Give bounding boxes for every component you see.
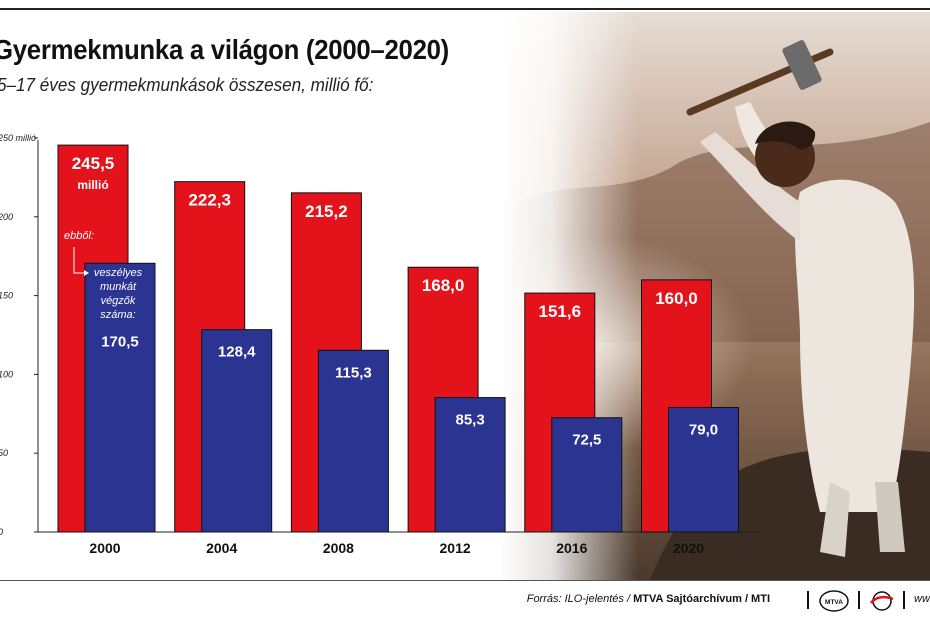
- y-tick-label: 200: [0, 212, 13, 222]
- mti-logo-icon: [869, 591, 894, 611]
- data-label-total: 168,0: [422, 276, 465, 295]
- bar-chart: 0 50 100 150 200 250 millió 245,5 170,5 2000 222,…: [0, 133, 760, 556]
- annotation-hazardous-line: végzők: [101, 295, 136, 307]
- y-tick-label: 100: [0, 369, 13, 379]
- x-tick-label: 2016: [556, 540, 587, 556]
- bar-hazardous-2020: [668, 406, 739, 533]
- data-label-hazardous: 128,4: [218, 344, 256, 361]
- footer-rule: [0, 580, 930, 581]
- data-label-total: 215,2: [305, 202, 348, 221]
- mtva-logo-icon: MTVA: [819, 590, 849, 612]
- bar-hazardous-2004: [201, 329, 273, 533]
- x-tick-label: 2020: [673, 540, 704, 556]
- data-label-hazardous: 72,5: [572, 432, 601, 449]
- annotation-hazardous-line: veszélyes: [94, 267, 143, 279]
- source-agency: MTVA Sajtóarchívum / MTI: [633, 593, 770, 605]
- bar-hazardous-2016: [551, 417, 623, 533]
- bar-hazardous-2012: [434, 397, 506, 533]
- data-label-total: 151,6: [539, 302, 582, 321]
- footer-separator: [807, 591, 809, 609]
- top-rule: [0, 8, 930, 10]
- data-label-hazardous: 115,3: [335, 364, 372, 381]
- annotation-hazardous-line: száma:: [100, 309, 135, 321]
- x-tick-label: 2008: [323, 540, 354, 556]
- footer-separator: [858, 591, 860, 609]
- y-tick-label: 150: [0, 291, 13, 301]
- footer-separator: [903, 591, 905, 609]
- data-label-hazardous: 170,5: [101, 333, 139, 350]
- data-label-hazardous: 79,0: [689, 421, 718, 438]
- data-label-hazardous: 85,3: [455, 412, 484, 429]
- annotation-hazardous-line: munkát: [100, 281, 137, 293]
- x-tick-label: 2012: [440, 540, 471, 556]
- data-label-unit: millió: [77, 178, 108, 192]
- mtva-logo-text: MTVA: [825, 599, 843, 606]
- y-tick-label: 250 millió: [0, 133, 36, 143]
- bar-hazardous-2008: [317, 349, 389, 533]
- annotation-arrowhead: [84, 270, 89, 276]
- annotation-of-which: ebből:: [64, 230, 94, 242]
- x-tick-label: 2000: [89, 540, 120, 556]
- data-label-total: 160,0: [655, 289, 698, 308]
- y-tick-label: 0: [0, 527, 3, 537]
- y-tick-label: 50: [0, 448, 8, 458]
- chart-title: Gyermekmunka a világon (2000–2020): [0, 34, 449, 65]
- chart-subtitle: 5–17 éves gyermekmunkások összesen, mill…: [0, 75, 374, 95]
- x-tick-label: 2004: [206, 540, 237, 556]
- footer: Forrás: ILO-jelentés / MTVA Sajtóarchívu…: [0, 590, 930, 614]
- data-label-total: 222,3: [188, 191, 231, 210]
- bar-hazardous-2000: [84, 262, 156, 533]
- source-prefix: Forrás: ILO-jelentés /: [526, 593, 634, 605]
- annotation-connector: [73, 247, 84, 274]
- data-label-total: 245,5: [72, 154, 115, 173]
- source-credit: Forrás: ILO-jelentés / MTVA Sajtóarchívu…: [527, 593, 770, 605]
- web-address: ww: [914, 593, 930, 605]
